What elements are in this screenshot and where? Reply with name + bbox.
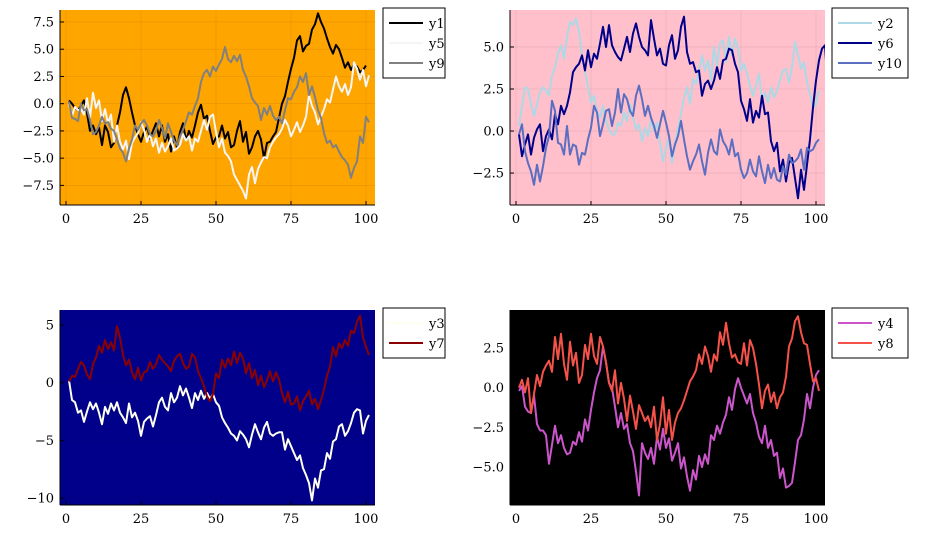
grid [60,310,375,505]
plot-background [60,310,375,505]
x-tick-label: 75 [733,212,750,227]
series-line-y8 [518,315,820,441]
y-tick-label: −2.5 [22,124,54,139]
series-line-y10 [518,84,820,186]
y-tick-label: −10 [27,492,54,507]
y-tick-label: −2.5 [472,167,504,182]
y-tick-label: 0.0 [33,97,54,112]
legend-label-y2: y2 [877,17,894,32]
legend-box [382,307,446,359]
series-line-y5 [68,61,370,200]
legend-label-y3: y3 [428,317,445,332]
plot-background [60,10,375,205]
y-tick-label: −5 [35,434,54,449]
series-group [68,12,370,200]
y-tick-label: 2.5 [33,70,54,85]
legend-label-y10: y10 [877,57,902,72]
legend-label-y1: y1 [428,17,445,32]
y-tick-label: −2.5 [472,421,504,436]
x-tick-label: 75 [283,512,300,527]
series-group [518,315,820,497]
legend-label-y4: y4 [877,317,894,332]
x-tick-label: 0 [62,212,70,227]
x-tick-label: 0 [512,512,520,527]
x-tick-label: 25 [133,212,150,227]
x-tick-label: 75 [283,212,300,227]
y-tick-label: −5.0 [472,460,504,475]
y-tick-label: 2.5 [483,342,504,357]
series-group [518,15,825,200]
grid [510,310,825,505]
x-tick-label: 25 [583,212,600,227]
y-tick-label: 0.0 [483,381,504,396]
legend-label-y8: y8 [877,337,894,352]
y-tick-label: 0.0 [483,125,504,140]
x-tick-label: 0 [512,212,520,227]
legend: y2 y6 y10 [831,7,909,79]
x-tick-label: 25 [583,512,600,527]
legend: y1 y5 y9 [382,7,446,79]
series-line-y9 [68,46,370,179]
legend-label-y5: y5 [428,37,445,52]
series-group [68,314,370,502]
x-tick-label: 75 [733,512,750,527]
y-tick-label: 5.0 [483,40,504,55]
x-tick-label: 100 [354,512,379,527]
series-line-y3 [68,380,370,502]
x-tick-label: 100 [804,212,829,227]
subplot-1: 0 25 50 75 100 −7.5 −5.0 −2.5 0.0 2.5 5.0 7.5 y1 y5 y9 [22,7,446,227]
y-tick-label: 7.5 [33,15,54,30]
series-line-y6 [518,15,825,200]
y-tick-label: 5 [46,319,54,334]
legend-label-y7: y7 [428,337,445,352]
legend-label-y6: y6 [877,37,894,52]
legend-box [831,307,909,359]
y-tick-label: 0 [46,376,54,391]
x-tick-label: 50 [208,212,225,227]
y-tick-label: −7.5 [22,179,54,194]
x-tick-label: 50 [658,212,675,227]
x-tick-label: 50 [208,512,225,527]
series-line-y4 [518,345,820,497]
x-tick-label: 100 [804,512,829,527]
legend-label-y9: y9 [428,57,445,72]
x-tick-label: 100 [354,212,379,227]
y-tick-label: 5.0 [33,43,54,58]
x-tick-label: 50 [658,512,675,527]
x-tick-label: 0 [62,512,70,527]
y-tick-label: −5.0 [22,152,54,167]
x-tick-label: 25 [133,512,150,527]
subplot-2: 0 25 50 75 100 −2.5 0.0 2.5 5.0 y2 y6 y10 [472,7,909,227]
y-tick-label: 2.5 [483,83,504,98]
plot-background [510,10,825,205]
series-line-y7 [68,314,370,412]
